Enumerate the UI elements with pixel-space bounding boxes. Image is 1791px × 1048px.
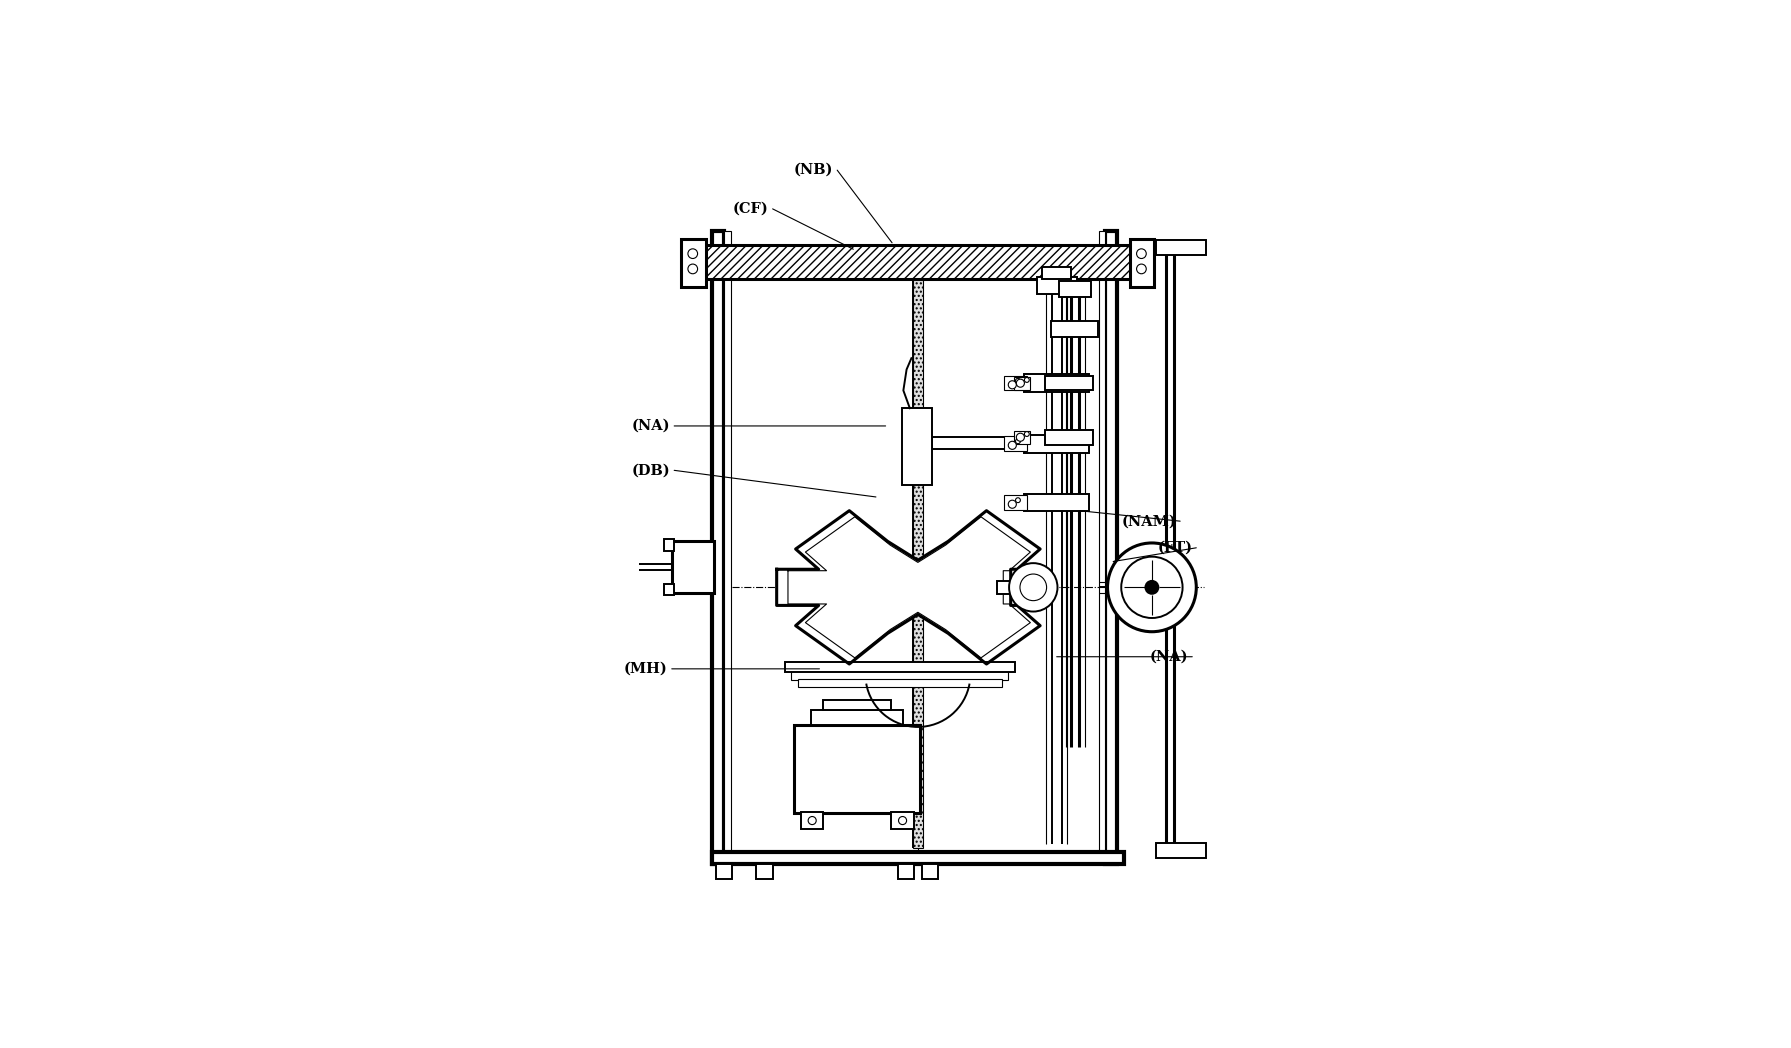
Text: (DB): (DB) — [632, 463, 670, 477]
Bar — [811, 709, 903, 724]
Circle shape — [1008, 441, 1015, 450]
Text: (MH): (MH) — [623, 662, 668, 676]
Bar — [1044, 376, 1093, 391]
Polygon shape — [777, 510, 1041, 664]
Circle shape — [1008, 563, 1057, 612]
Bar — [756, 865, 772, 878]
Text: (NA): (NA) — [632, 419, 670, 433]
Bar — [1014, 431, 1030, 443]
Bar — [1024, 435, 1089, 453]
Bar — [822, 700, 892, 709]
Bar — [681, 239, 706, 287]
Bar — [664, 584, 673, 595]
Bar — [1105, 231, 1118, 865]
Circle shape — [1008, 500, 1015, 508]
Circle shape — [1146, 581, 1159, 594]
Bar — [1024, 494, 1089, 511]
Circle shape — [1015, 498, 1021, 503]
Bar — [1058, 281, 1091, 297]
Text: (NB): (NB) — [793, 163, 833, 177]
Circle shape — [688, 248, 697, 259]
Bar — [933, 437, 1023, 449]
Text: (NA): (NA) — [1150, 650, 1187, 663]
Bar — [801, 811, 824, 829]
Bar — [1155, 240, 1205, 255]
Circle shape — [1024, 377, 1030, 383]
Text: (NAM): (NAM) — [1121, 515, 1177, 528]
Bar — [1051, 321, 1098, 337]
Bar — [784, 662, 1015, 672]
Circle shape — [1015, 379, 1024, 387]
Circle shape — [688, 264, 697, 274]
Circle shape — [808, 816, 817, 825]
Bar — [922, 865, 938, 878]
Bar — [713, 231, 724, 865]
Circle shape — [1024, 432, 1030, 436]
Bar — [913, 279, 922, 848]
Circle shape — [1019, 574, 1046, 601]
Circle shape — [1008, 380, 1015, 389]
Bar — [1005, 376, 1026, 391]
Bar — [892, 811, 913, 829]
Circle shape — [1015, 433, 1024, 441]
Bar — [1155, 844, 1205, 857]
Bar — [1042, 267, 1071, 279]
Bar — [672, 541, 715, 593]
Bar — [792, 672, 1008, 680]
Bar — [897, 865, 913, 878]
Text: (FT): (FT) — [1157, 541, 1193, 554]
Bar — [1005, 496, 1026, 510]
Bar — [716, 865, 733, 878]
Bar — [724, 231, 731, 865]
Circle shape — [1137, 264, 1146, 274]
Bar — [1005, 436, 1026, 451]
Bar — [795, 724, 919, 813]
Circle shape — [1015, 378, 1021, 384]
Circle shape — [1015, 439, 1021, 443]
Circle shape — [899, 816, 906, 825]
Circle shape — [1137, 248, 1146, 259]
Bar — [695, 245, 1141, 279]
Bar — [1014, 376, 1030, 390]
Bar — [1037, 278, 1076, 293]
Bar — [1044, 430, 1093, 444]
Bar — [713, 852, 1123, 865]
Bar — [1098, 231, 1105, 865]
Bar — [901, 408, 933, 485]
Circle shape — [1107, 543, 1196, 632]
Bar — [1130, 239, 1155, 287]
Bar — [664, 540, 673, 550]
Bar — [1024, 374, 1089, 392]
Bar — [797, 679, 1001, 687]
Bar — [998, 581, 1017, 594]
Text: (CF): (CF) — [733, 202, 768, 216]
Circle shape — [1121, 556, 1182, 618]
